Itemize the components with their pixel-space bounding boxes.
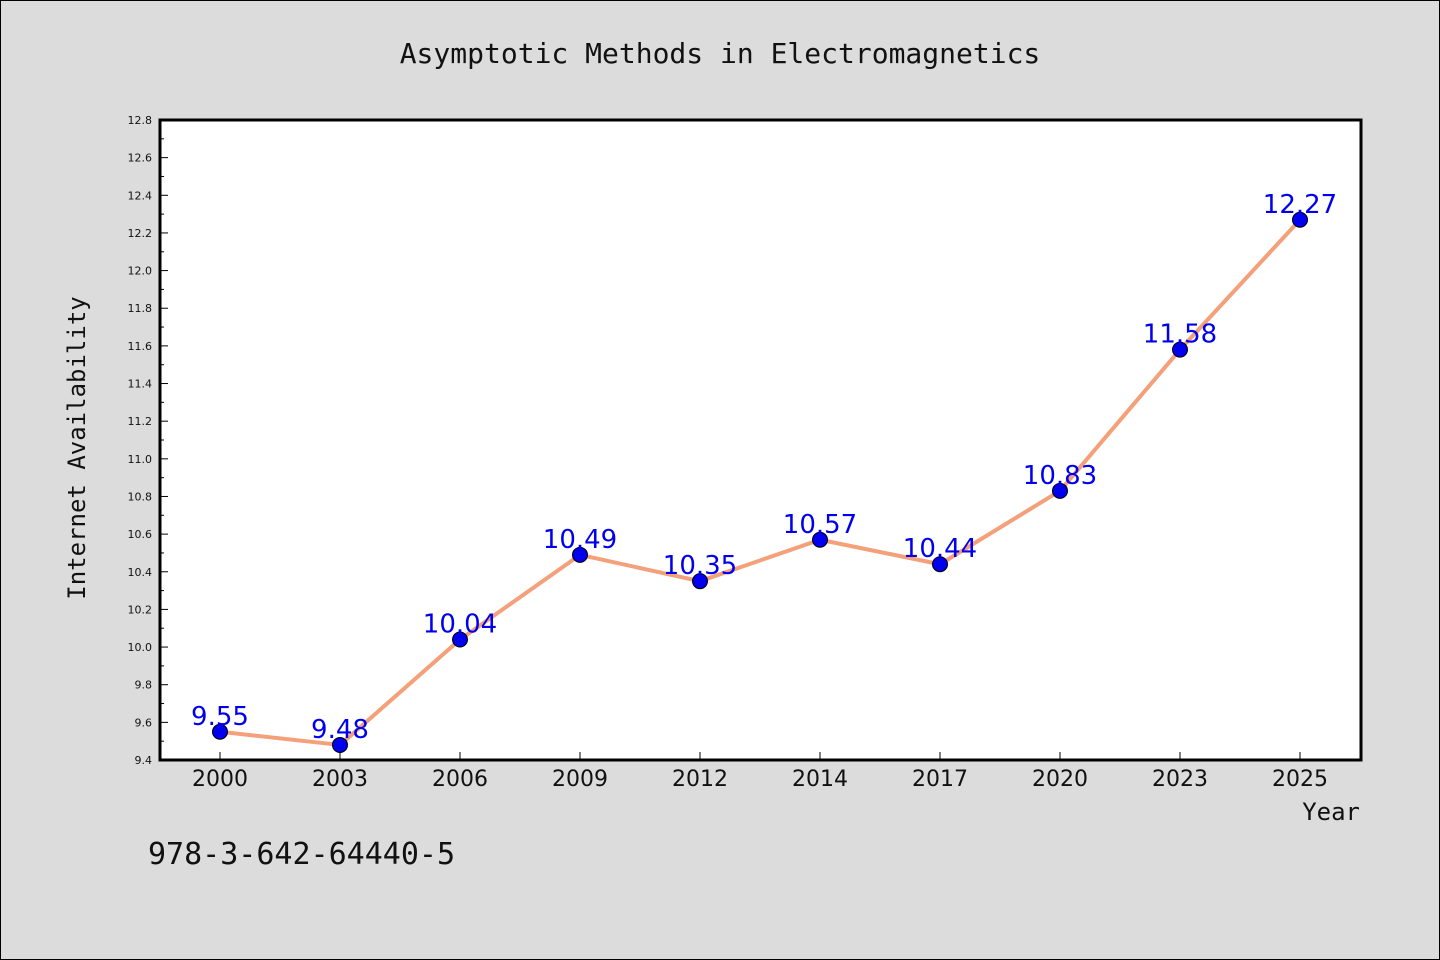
data-point-marker [932, 556, 948, 573]
data-point-marker [1052, 482, 1068, 499]
data-label: 10.57 [783, 510, 857, 540]
series-line [219, 218, 1302, 747]
data-label: 10.04 [423, 610, 497, 640]
y-tick-label: 11.2 [128, 415, 153, 428]
x-tick-label: 2009 [552, 767, 608, 792]
y-tick-label: 10.2 [128, 603, 153, 616]
y-tick-label: 12.6 [128, 152, 153, 165]
data-point-marker [812, 531, 828, 548]
x-tick-label: 2000 [192, 767, 248, 792]
data-label: 9.55 [191, 702, 249, 732]
y-tick-label: 9.6 [135, 716, 153, 729]
y-tick-label: 9.4 [135, 754, 153, 767]
x-tick-label: 2014 [792, 767, 848, 792]
y-axis-label: Internet Availability [63, 296, 91, 599]
data-point-marker [692, 573, 708, 590]
y-tick-label: 9.8 [135, 679, 153, 692]
y-tick-label: 12.2 [128, 227, 153, 240]
marker-group [212, 211, 1308, 753]
y-tick-label: 10.0 [128, 641, 153, 654]
series-line-group [219, 218, 1302, 747]
isbn-text: 978-3-642-64440-5 [148, 837, 455, 872]
data-label: 11.58 [1143, 320, 1217, 350]
data-point-marker [1292, 211, 1308, 228]
x-axis: 2000 2003 2006 2009 2012 2014 2017 2020 2023 2025 [192, 752, 1328, 792]
x-tick-label: 2020 [1032, 767, 1088, 792]
y-tick-label: 11.0 [128, 453, 153, 466]
data-label-group: 9.55 9.48 10.04 10.49 10.35 10.57 10.44 10.83 11… [191, 190, 1337, 745]
y-axis: 9.4 9.6 9.8 10.0 10.2 10.4 10.6 10.8 11.0 11.2 11.… [128, 114, 168, 767]
data-label: 10.44 [903, 534, 977, 564]
y-tick-label: 10.8 [128, 490, 153, 503]
data-label: 10.35 [663, 551, 737, 581]
y-tick-label: 12.8 [128, 114, 153, 127]
x-tick-label: 2023 [1152, 767, 1208, 792]
plot-area [158, 118, 1363, 762]
data-point-marker [452, 631, 468, 648]
data-label: 10.49 [543, 525, 617, 555]
y-tick-label: 11.4 [128, 378, 153, 391]
x-tick-label: 2003 [312, 767, 368, 792]
data-label: 10.83 [1023, 461, 1097, 491]
data-point-marker [332, 736, 348, 753]
y-tick-label: 12.4 [128, 189, 153, 202]
x-axis-label: Year [1302, 798, 1360, 826]
y-tick-label: 10.4 [128, 566, 153, 579]
data-point-marker [212, 723, 228, 740]
data-label: 12.27 [1263, 190, 1337, 220]
x-tick-label: 2012 [672, 767, 728, 792]
y-tick-label: 10.6 [128, 528, 153, 541]
y-tick-label: 12.0 [128, 265, 153, 278]
y-tick-label: 11.8 [128, 302, 153, 315]
x-tick-label: 2017 [912, 767, 968, 792]
y-tick-label: 11.6 [128, 340, 153, 353]
x-tick-label: 2025 [1272, 767, 1328, 792]
data-point-marker [572, 546, 588, 563]
chart-title: Asymptotic Methods in Electromagnetics [400, 37, 1041, 70]
data-point-marker [1172, 341, 1188, 358]
x-tick-label: 2006 [432, 767, 488, 792]
data-label: 9.48 [311, 715, 369, 745]
